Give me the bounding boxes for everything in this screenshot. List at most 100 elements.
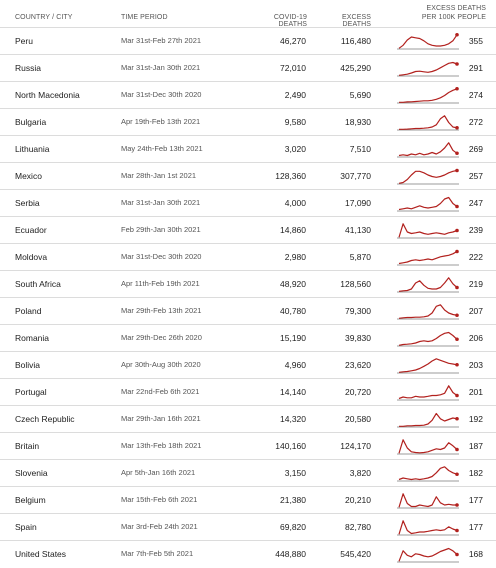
excess-deaths-value: 41,130 bbox=[345, 225, 371, 235]
excess-per-100k-value: 201 bbox=[468, 387, 483, 397]
excess-deaths-sparkline bbox=[397, 115, 459, 131]
excess-deaths-value: 20,580 bbox=[345, 414, 371, 424]
time-period: Mar 3rd-Feb 24th 2021 bbox=[121, 522, 198, 531]
covid-deaths-value: 14,860 bbox=[280, 225, 306, 235]
excess-deaths-value: 20,720 bbox=[345, 387, 371, 397]
time-period: Feb 29th-Jan 30th 2021 bbox=[121, 225, 201, 234]
time-period: Mar 31st-Jan 30th 2021 bbox=[121, 63, 201, 72]
table-row: United States Mar 7th-Feb 5th 2021 448,880… bbox=[0, 540, 496, 568]
sparkline-line bbox=[398, 304, 458, 319]
time-period: Apr 19th-Feb 13th 2021 bbox=[121, 117, 201, 126]
excess-deaths-sparkline bbox=[397, 358, 459, 374]
time-period: Apr 11th-Feb 19th 2021 bbox=[121, 279, 200, 288]
excess-per-100k-value: 206 bbox=[468, 333, 483, 343]
covid-deaths-value: 69,820 bbox=[280, 522, 306, 532]
excess-deaths-sparkline bbox=[397, 223, 459, 239]
sparkline-endpoint bbox=[455, 362, 459, 367]
table-row: Spain Mar 3rd-Feb 24th 2021 69,820 82,780 17… bbox=[0, 513, 496, 541]
time-period: Mar 15th-Feb 6th 2021 bbox=[121, 495, 198, 504]
sparkline-line bbox=[398, 358, 458, 373]
sparkline-endpoint bbox=[455, 228, 459, 233]
excess-per-100k-value: 207 bbox=[468, 306, 483, 316]
sparkline-endpoint bbox=[455, 125, 459, 130]
table-row: Moldova Mar 31st-Dec 30th 2020 2,980 5,870 2… bbox=[0, 243, 496, 271]
excess-deaths-sparkline bbox=[397, 277, 459, 293]
excess-deaths-value: 3,820 bbox=[349, 468, 371, 478]
covid-deaths-value: 128,360 bbox=[275, 171, 306, 181]
excess-deaths-value: 128,560 bbox=[340, 279, 371, 289]
covid-deaths-value: 2,980 bbox=[284, 252, 306, 262]
time-period: Mar 29th-Jan 16th 2021 bbox=[121, 414, 201, 423]
table-header: COUNTRY / CITY TIME PERIOD COVID-19 DEAT… bbox=[0, 0, 496, 28]
covid-deaths-value: 9,580 bbox=[284, 117, 306, 127]
header-country: COUNTRY / CITY bbox=[15, 14, 73, 21]
country-name: Spain bbox=[15, 522, 37, 532]
table-row: Britain Mar 13th-Feb 18th 2021 140,160 124,… bbox=[0, 432, 496, 460]
header-time-period: TIME PERIOD bbox=[121, 14, 168, 21]
time-period: Mar 29th-Dec 26th 2020 bbox=[121, 333, 202, 342]
country-name: Slovenia bbox=[15, 468, 48, 478]
covid-deaths-value: 21,380 bbox=[280, 495, 306, 505]
table-row: Ecuador Feb 29th-Jan 30th 2021 14,860 41,13… bbox=[0, 216, 496, 244]
excess-per-100k-value: 274 bbox=[468, 90, 483, 100]
excess-deaths-value: 124,170 bbox=[340, 441, 371, 451]
sparkline-endpoint bbox=[455, 472, 459, 477]
country-name: Britain bbox=[15, 441, 40, 451]
sparkline-endpoint bbox=[455, 313, 459, 318]
time-period: Mar 29th-Feb 13th 2021 bbox=[121, 306, 202, 315]
sparkline-line bbox=[398, 250, 458, 265]
excess-deaths-sparkline bbox=[397, 32, 459, 50]
sparkline-line bbox=[399, 412, 458, 427]
time-period: Mar 22nd-Feb 6th 2021 bbox=[121, 387, 200, 396]
excess-deaths-sparkline bbox=[397, 86, 459, 104]
sparkline-line bbox=[398, 547, 458, 562]
excess-per-100k-value: 177 bbox=[468, 522, 483, 532]
sparkline-endpoint bbox=[455, 285, 459, 290]
table-row: Portugal Mar 22nd-Feb 6th 2021 14,140 20,72… bbox=[0, 378, 496, 406]
country-name: Bulgaria bbox=[15, 117, 47, 127]
excess-deaths-sparkline bbox=[397, 466, 459, 482]
sparkline-endpoint bbox=[455, 528, 459, 533]
table-row: Russia Mar 31st-Jan 30th 2021 72,010 425,29… bbox=[0, 54, 496, 82]
excess-per-100k-value: 219 bbox=[468, 279, 483, 289]
excess-deaths-value: 39,830 bbox=[345, 333, 371, 343]
excess-deaths-sparkline bbox=[397, 249, 459, 266]
table-row: Slovenia Apr 5th-Jan 16th 2021 3,150 3,820 1… bbox=[0, 459, 496, 487]
table-row: Romania Mar 29th-Dec 26th 2020 15,190 39,83… bbox=[0, 324, 496, 352]
country-name: Mexico bbox=[15, 171, 42, 181]
table-row: Peru Mar 31st-Feb 27th 2021 46,270 116,480 3… bbox=[0, 27, 496, 55]
excess-deaths-sparkline bbox=[397, 547, 459, 563]
excess-deaths-value: 79,300 bbox=[345, 306, 371, 316]
table-row: Bolivia Apr 30th-Aug 30th 2020 4,960 23,620… bbox=[0, 351, 496, 379]
sparkline-endpoint bbox=[455, 249, 459, 254]
time-period: Mar 31st-Dec 30th 2020 bbox=[121, 252, 202, 261]
excess-per-100k-value: 291 bbox=[468, 63, 483, 73]
country-name: Ecuador bbox=[15, 225, 47, 235]
excess-deaths-sparkline bbox=[397, 439, 459, 455]
sparkline-line bbox=[398, 439, 458, 454]
table-row: South Africa Apr 11th-Feb 19th 2021 48,920… bbox=[0, 270, 496, 298]
excess-per-100k-value: 187 bbox=[468, 441, 483, 451]
table-row: Belgium Mar 15th-Feb 6th 2021 21,380 20,210… bbox=[0, 486, 496, 514]
country-name: Russia bbox=[15, 63, 41, 73]
covid-deaths-value: 40,780 bbox=[280, 306, 306, 316]
covid-deaths-value: 2,490 bbox=[284, 90, 306, 100]
country-name: Portugal bbox=[15, 387, 47, 397]
sparkline-line bbox=[399, 115, 458, 130]
excess-deaths-value: 425,290 bbox=[340, 63, 371, 73]
excess-per-100k-value: 239 bbox=[468, 225, 483, 235]
sparkline-endpoint bbox=[455, 151, 459, 156]
time-period: Mar 31st-Jan 30th 2021 bbox=[121, 198, 201, 207]
country-name: North Macedonia bbox=[15, 90, 80, 100]
table-row: Serbia Mar 31st-Jan 30th 2021 4,000 17,090 2… bbox=[0, 189, 496, 217]
covid-deaths-value: 3,150 bbox=[284, 468, 306, 478]
excess-per-100k-value: 272 bbox=[468, 117, 483, 127]
excess-per-100k-value: 203 bbox=[468, 360, 483, 370]
header-excess-deaths: EXCESS DEATHS bbox=[342, 14, 371, 28]
table-row: Bulgaria Apr 19th-Feb 13th 2021 9,580 18,93… bbox=[0, 108, 496, 136]
excess-per-100k-value: 247 bbox=[468, 198, 483, 208]
excess-deaths-sparkline bbox=[397, 142, 459, 158]
excess-per-100k-value: 257 bbox=[468, 171, 483, 181]
header-excess-per-100k-line1: EXCESS DEATHS bbox=[426, 5, 486, 12]
excess-per-100k-value: 177 bbox=[468, 495, 483, 505]
